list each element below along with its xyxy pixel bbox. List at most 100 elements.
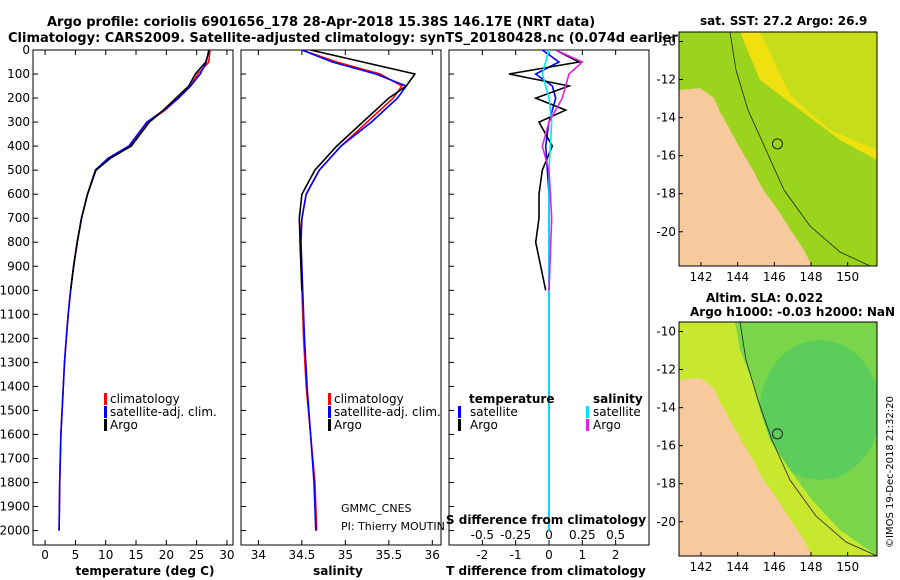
x-tick-label: 36 [425,548,440,562]
s-tick-label: -0.25 [500,528,531,542]
legend-swatch-satellite [328,406,331,418]
annotation-gmmc: GMMC_CNES [341,502,412,515]
lon-tick-label: 150 [836,560,859,574]
y-tick-label: 600 [7,187,30,201]
sst-ocean-mid [760,32,877,150]
lat-tick-label: -18 [656,187,676,201]
sst-land-south [679,184,735,266]
sla-map-title2: Argo h1000: -0.03 h2000: NaN [690,305,895,319]
lat-tick-label: -18 [656,477,676,491]
sla-map-frame [678,321,878,557]
sst-map-title: sat. SST: 27.2 Argo: 26.9 [700,14,867,28]
x-tick-label: 2 [612,548,620,562]
sla-map-content [679,322,877,556]
x-tick-label: 25 [189,548,204,562]
legend-swatch-t-argo [458,419,461,431]
lat-tick-label: -16 [656,149,676,163]
sst-lat-axis: -10 -12 -14 -16 -18 -20 [656,35,683,239]
x-tick-label: 10 [98,548,113,562]
series-line-s-satellite [541,50,553,531]
salinity-xlabel: salinity [313,564,363,578]
y-tick-label: 300 [7,115,30,129]
lat-tick-label: -20 [656,515,676,529]
sla-land [679,378,812,556]
lat-tick-label: -12 [656,363,676,377]
lon-tick-label: 146 [763,270,786,284]
x-tick-label: 34 [251,548,266,562]
y-tick-label: 0 [22,43,30,57]
temperature-axes-frame [32,49,234,546]
legend-swatch-climatology [328,393,331,405]
x-tick-label: 15 [128,548,143,562]
temperature-series [58,50,211,531]
legend-label-satellite: satellite-adj. clim. [110,405,217,419]
y-tick-label: 1100 [0,307,30,321]
series-line-argo [69,50,211,291]
header-line2: Climatology: CARS2009. Satellite-adjuste… [8,31,684,46]
t-difference-label: T difference from climatology [446,564,646,578]
sst-isobath [729,32,871,266]
lat-tick-label: -14 [656,401,676,415]
x-tick-label: 0 [41,548,49,562]
lat-tick-label: -10 [656,35,676,49]
sla-lon-axis: 142 144 146 148 150 [690,552,859,574]
depth-axis: 0 100 200 300 400 500 600 700 800 900 1000 1100 1200… [0,43,38,538]
annotation-pi: PI: Thierry MOUTIN [341,520,445,533]
difference-x-axis: -2 -1 0 1 2 -0.5 -0.25 0 0.25 0.5 [449,49,625,562]
sla-ocean-high [760,340,877,480]
series-line-s-argo [541,50,584,291]
y-tick-label: 700 [7,211,30,225]
sst-lon-axis: 142 144 146 148 150 [690,262,859,284]
sst-map-frame [678,31,878,267]
s-difference-label: S difference from climatology [446,513,646,527]
x-tick-label: 35 [338,548,353,562]
y-tick-label: 1400 [0,379,30,393]
series-line-satellite-adj-clim- [300,50,408,531]
legend-swatch-argo [104,419,107,431]
sla-map-title1: Altim. SLA: 0.022 [706,291,823,305]
lon-tick-label: 148 [800,560,823,574]
lon-tick-label: 150 [836,270,859,284]
sst-map: sat. SST: 27.2 Argo: 26.9 -10-12-14-16-1… [656,14,878,284]
x-tick-label: 34.5 [289,548,316,562]
y-tick-label: 1300 [0,355,30,369]
y-tick-label: 800 [7,235,30,249]
legend-swatch-s-satellite [586,406,589,418]
lon-tick-label: 144 [726,560,749,574]
lon-tick-label: 146 [763,560,786,574]
y-tick-label: 1000 [0,283,30,297]
lon-tick-label: 142 [690,560,713,574]
legend-label-satellite: satellite-adj. clim. [334,405,441,419]
y-tick-label: 2000 [0,524,30,538]
temperature-xlabel: temperature (deg C) [76,564,215,578]
difference-legend: temperature satellite Argo salinity sate… [458,392,643,432]
y-tick-label: 900 [7,259,30,273]
legend-label-argo: Argo [110,418,138,432]
x-tick-label: -2 [476,548,488,562]
legend-swatch-climatology [104,393,107,405]
legend-swatch-s-argo [586,419,589,431]
salinity-axes-frame [240,49,442,546]
lat-tick-label: -20 [656,225,676,239]
legend-label-t-satellite: satellite [470,405,518,419]
s-tick-label: -0.5 [471,528,494,542]
profile-location-marker [771,138,783,150]
legend-label-climatology: climatology [334,392,404,406]
legend-swatch-t-satellite [458,406,461,418]
legend-swatch-satellite [104,406,107,418]
lat-tick-label: -10 [656,325,676,339]
difference-series [508,50,584,531]
x-tick-label: -1 [510,548,522,562]
salinity-legend: climatology satellite-adj. clim. Argo [328,392,441,432]
y-tick-label: 500 [7,163,30,177]
x-tick-label: 1 [579,548,587,562]
x-tick-label: 5 [72,548,80,562]
sla-lat-axis: -10 -12 -14 -16 -18 -20 [656,325,683,529]
legend-label-argo: Argo [334,418,362,432]
series-line-argo [298,50,417,291]
legend-label-s-argo: Argo [593,418,621,432]
lat-tick-label: -12 [656,73,676,87]
x-tick-label: 0 [545,548,553,562]
sla-isobath [739,322,877,556]
